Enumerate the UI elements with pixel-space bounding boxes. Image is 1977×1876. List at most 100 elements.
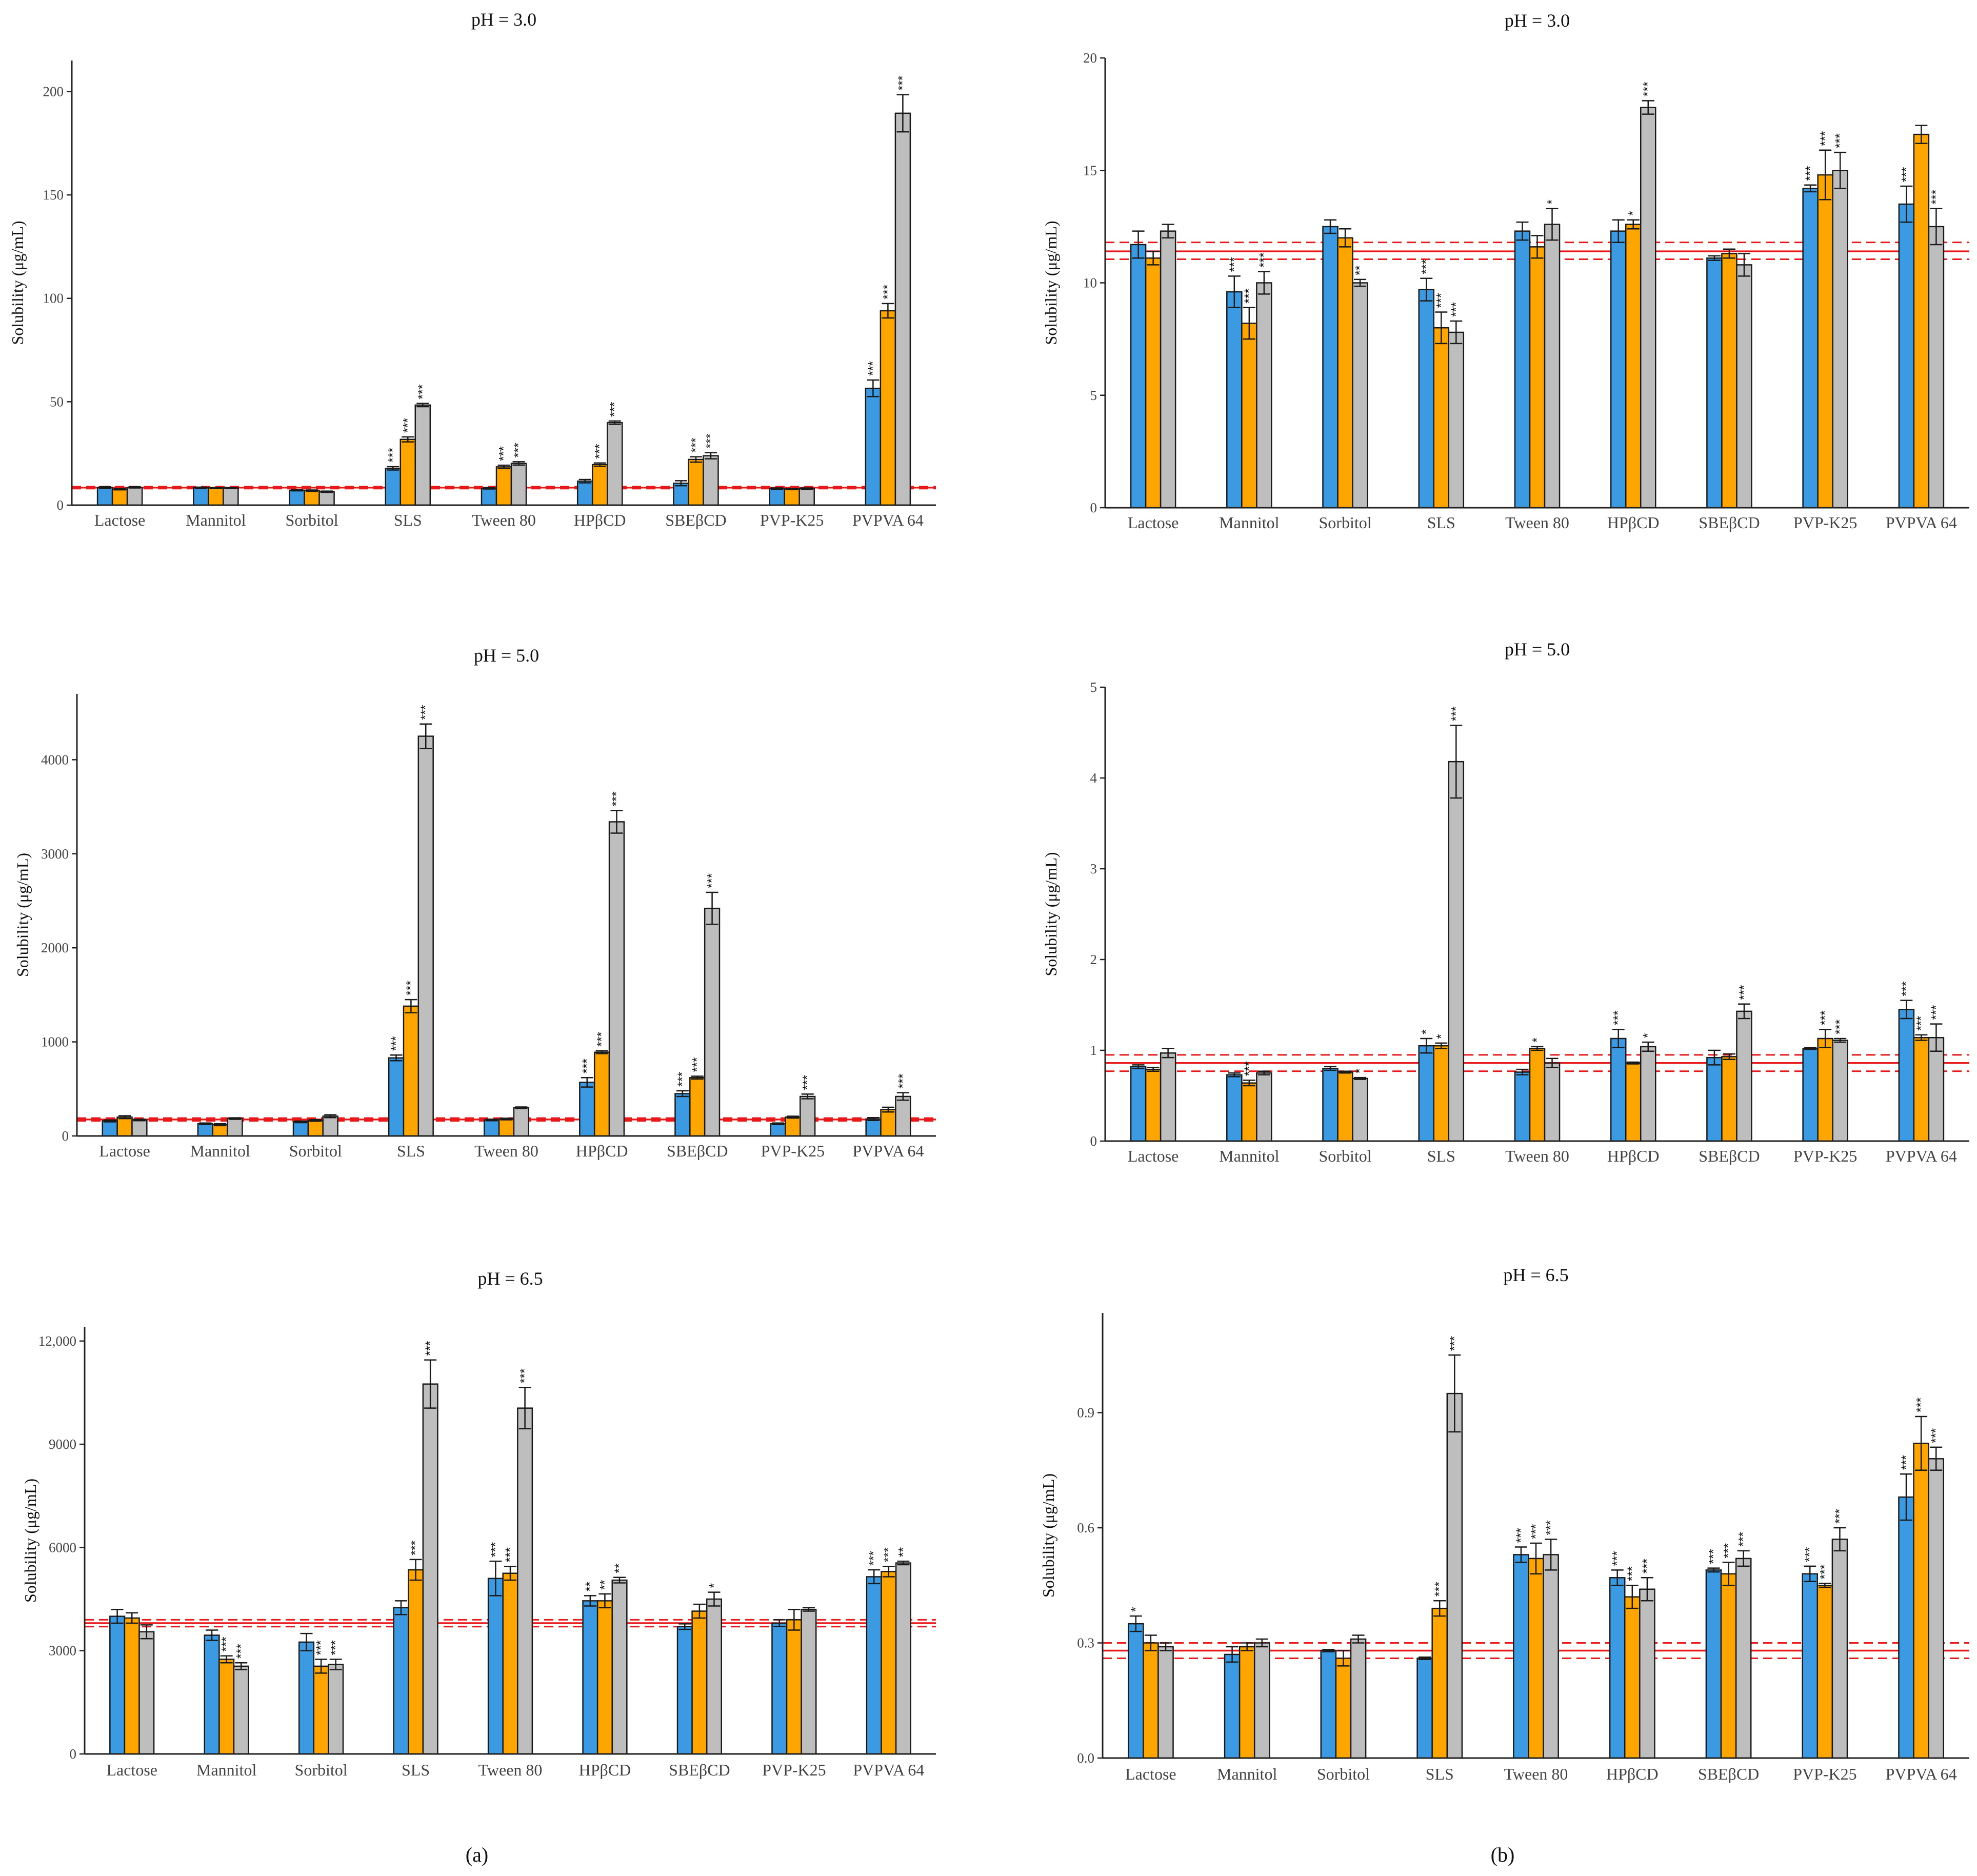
significance-label: *** bbox=[1899, 1455, 1913, 1470]
significance-label: *** bbox=[488, 1542, 503, 1557]
significance-label: *** bbox=[1227, 257, 1242, 272]
panel-label-a: (a) bbox=[466, 1843, 488, 1866]
bar bbox=[109, 1615, 126, 1755]
significance-label: *** bbox=[1899, 981, 1913, 996]
significance-label: *** bbox=[386, 448, 400, 463]
chart-6: pH = 6.5 Solubility (μg/mL) * Lactose Mannit… bbox=[1039, 1265, 1969, 1783]
category-label: PVPVA 64 bbox=[1886, 1765, 1957, 1783]
y-tick-label: 5 bbox=[1090, 388, 1097, 403]
chart-title: pH = 3.0 bbox=[471, 9, 536, 30]
bar bbox=[1241, 1082, 1257, 1142]
significance-label: *** bbox=[1832, 1509, 1847, 1524]
bar bbox=[1831, 1539, 1848, 1759]
bar bbox=[593, 1051, 610, 1137]
bar bbox=[1832, 1040, 1848, 1142]
bar bbox=[1832, 170, 1848, 509]
bar bbox=[1322, 226, 1339, 509]
significance-label: *** bbox=[503, 1547, 517, 1562]
category-label: Mannitol bbox=[1219, 1147, 1279, 1165]
category-label: Sorbitol bbox=[295, 1761, 348, 1779]
significance-label: *** bbox=[1625, 1566, 1640, 1581]
significance-label: * bbox=[1434, 1034, 1448, 1039]
bar bbox=[1320, 1650, 1337, 1759]
category-label: PVP-K25 bbox=[761, 1142, 825, 1160]
category-label: SLS bbox=[394, 511, 422, 529]
bar bbox=[674, 1093, 691, 1137]
bar bbox=[1736, 264, 1752, 509]
bar bbox=[880, 1109, 896, 1137]
significance-label: ** bbox=[583, 1582, 597, 1592]
y-tick-label: 3000 bbox=[49, 1643, 76, 1659]
significance-label: *** bbox=[418, 705, 433, 720]
y-tick-label: 0 bbox=[1090, 500, 1097, 515]
significance-label: * bbox=[1129, 1607, 1143, 1612]
bar bbox=[307, 1120, 324, 1137]
significance-label: * bbox=[1530, 1037, 1545, 1043]
bar bbox=[1226, 1074, 1243, 1142]
bar bbox=[298, 1641, 315, 1755]
category-label: PVP-K25 bbox=[762, 1761, 826, 1779]
bar bbox=[880, 310, 896, 506]
bar bbox=[1529, 246, 1546, 509]
bar bbox=[1528, 1558, 1544, 1759]
bar bbox=[124, 1617, 140, 1755]
bar bbox=[1431, 1607, 1448, 1759]
bar bbox=[866, 1576, 882, 1755]
bar bbox=[1145, 257, 1162, 509]
y-tick-label: 0 bbox=[62, 1128, 69, 1144]
category-label: SLS bbox=[1426, 1765, 1454, 1783]
bar bbox=[212, 1124, 228, 1137]
category-label: Mannitol bbox=[196, 1761, 256, 1779]
significance-label: *** bbox=[705, 873, 720, 888]
bar bbox=[1913, 1443, 1929, 1759]
bar bbox=[289, 489, 305, 506]
bar bbox=[1433, 327, 1450, 509]
significance-label: *** bbox=[866, 361, 880, 376]
y-tick-label: 1000 bbox=[41, 1034, 69, 1050]
bar bbox=[388, 1057, 405, 1137]
bar bbox=[881, 1571, 897, 1755]
significance-label: *** bbox=[1803, 1547, 1817, 1562]
bar bbox=[1817, 1037, 1833, 1142]
bar bbox=[784, 488, 800, 506]
bar bbox=[1913, 1036, 1930, 1142]
bar bbox=[400, 438, 416, 506]
category-label: HPβCD bbox=[1607, 513, 1660, 532]
category-label: PVPVA 64 bbox=[853, 1761, 924, 1779]
significance-label: * bbox=[1641, 1033, 1655, 1038]
significance-label: *** bbox=[609, 791, 624, 806]
significance-label: *** bbox=[1833, 1020, 1847, 1034]
bar bbox=[483, 1119, 500, 1137]
bar bbox=[498, 1118, 515, 1137]
significance-label: *** bbox=[512, 443, 526, 457]
category-label: Tween 80 bbox=[472, 511, 536, 529]
significance-label: ** bbox=[1353, 265, 1367, 275]
bar bbox=[798, 488, 815, 506]
significance-label: *** bbox=[1449, 706, 1463, 721]
category-label: HPβCD bbox=[576, 1142, 628, 1160]
bar bbox=[1239, 1646, 1255, 1759]
category-label: PVP-K25 bbox=[1793, 1147, 1857, 1165]
bar bbox=[770, 1123, 786, 1137]
category-label: HPβCD bbox=[1607, 1147, 1660, 1165]
category-label: Sorbitol bbox=[1319, 1147, 1371, 1165]
bar bbox=[1802, 1573, 1819, 1759]
bar bbox=[223, 487, 239, 506]
category-label: PVP-K25 bbox=[760, 511, 824, 529]
bar bbox=[208, 487, 224, 506]
bar bbox=[481, 488, 497, 506]
bar bbox=[408, 1569, 424, 1755]
category-label: PVPVA 64 bbox=[852, 511, 924, 529]
bar bbox=[769, 488, 785, 506]
significance-label: *** bbox=[314, 1640, 328, 1655]
significance-label: *** bbox=[404, 981, 418, 995]
y-tick-label: 12,000 bbox=[38, 1333, 76, 1349]
bar bbox=[1898, 1009, 1915, 1142]
chart-1: pH = 3.0 Solubility (μg/mL) Lactose Mannito… bbox=[8, 9, 936, 529]
bar bbox=[1350, 1638, 1367, 1759]
bar bbox=[785, 1116, 801, 1137]
y-tick-label: 0.9 bbox=[1077, 1405, 1094, 1421]
chart-title: pH = 5.0 bbox=[1505, 639, 1570, 660]
significance-label: *** bbox=[415, 384, 430, 399]
